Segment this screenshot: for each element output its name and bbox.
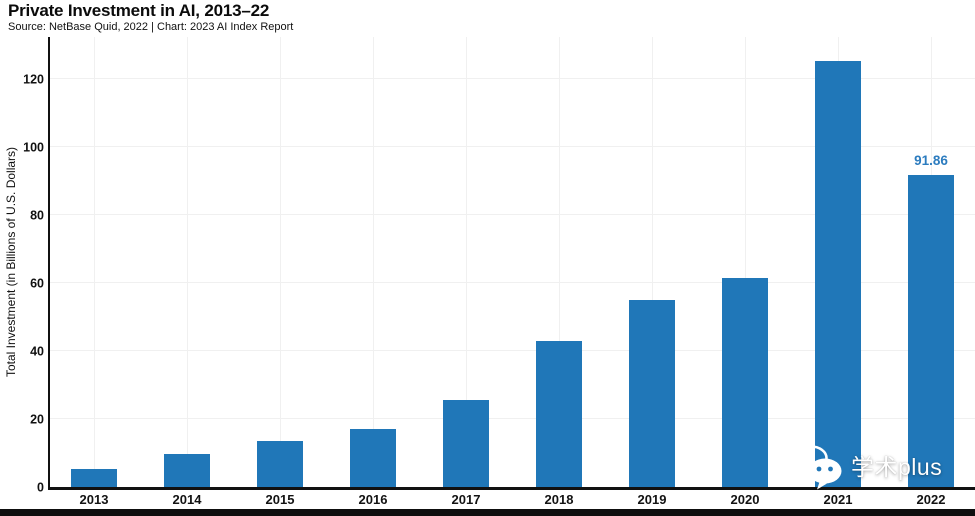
x-axis-line (48, 487, 975, 490)
bar-2020 (722, 277, 768, 487)
y-gridline (50, 78, 975, 80)
x-tick-label: 2015 (265, 492, 295, 507)
bar-2015 (257, 440, 303, 487)
x-tick-label: 2021 (823, 492, 853, 507)
x-gridline (372, 37, 374, 487)
y-tick-label: 80 (30, 207, 44, 222)
x-tick-label: 2020 (730, 492, 760, 507)
y-axis-tick-labels: 0 20 40 60 80 100 120 (0, 37, 44, 493)
y-gridline (50, 418, 975, 420)
x-gridline (558, 37, 560, 487)
wechat-icon (794, 445, 842, 490)
watermark-text: 学术plus (851, 453, 943, 480)
y-gridline (50, 350, 975, 352)
y-tick-label: 20 (30, 411, 44, 426)
bar-2018 (536, 340, 582, 487)
x-tick-label: 2018 (544, 492, 574, 507)
x-tick-label: 2014 (172, 492, 202, 507)
x-gridline (651, 37, 653, 487)
y-gridline (50, 282, 975, 284)
x-gridline (465, 37, 467, 487)
x-gridline (744, 37, 746, 487)
x-gridline (279, 37, 281, 487)
x-tick-label: 2016 (358, 492, 388, 507)
x-gridline (186, 37, 188, 487)
x-tick-label: 2013 (79, 492, 109, 507)
y-tick-label: 120 (23, 71, 44, 86)
y-axis-line (48, 37, 50, 489)
chart-title: Private Investment in AI, 2013–22 (8, 1, 270, 20)
x-tick-label: 2022 (916, 492, 946, 507)
y-tick-label: 60 (30, 275, 44, 290)
chart-source-caption: Source: NetBase Quid, 2022 | Chart: 2023… (8, 21, 294, 33)
bar-2022 (908, 174, 954, 487)
plot-area: 91.86 (50, 37, 975, 487)
y-gridline (50, 146, 975, 148)
x-tick-label: 2017 (451, 492, 481, 507)
x-gridline (93, 37, 95, 487)
bar-value-label: 91.86 (914, 153, 948, 169)
y-gridline (50, 214, 975, 216)
y-tick-label: 100 (23, 139, 44, 154)
watermark: 学术plus (792, 444, 942, 490)
bar-2016 (350, 428, 396, 487)
bar-2014 (164, 454, 210, 487)
bar-2019 (629, 299, 675, 487)
bar-2017 (443, 400, 489, 487)
x-tick-label: 2019 (637, 492, 667, 507)
y-tick-label: 40 (30, 343, 44, 358)
y-tick-label: 0 (37, 479, 44, 494)
bar-2013 (71, 469, 117, 487)
bar-2021 (815, 60, 861, 487)
bottom-divider (0, 509, 975, 516)
x-axis-tick-labels: 2013 2014 2015 2016 2017 2018 2019 2020 2021 2022 (50, 493, 975, 509)
